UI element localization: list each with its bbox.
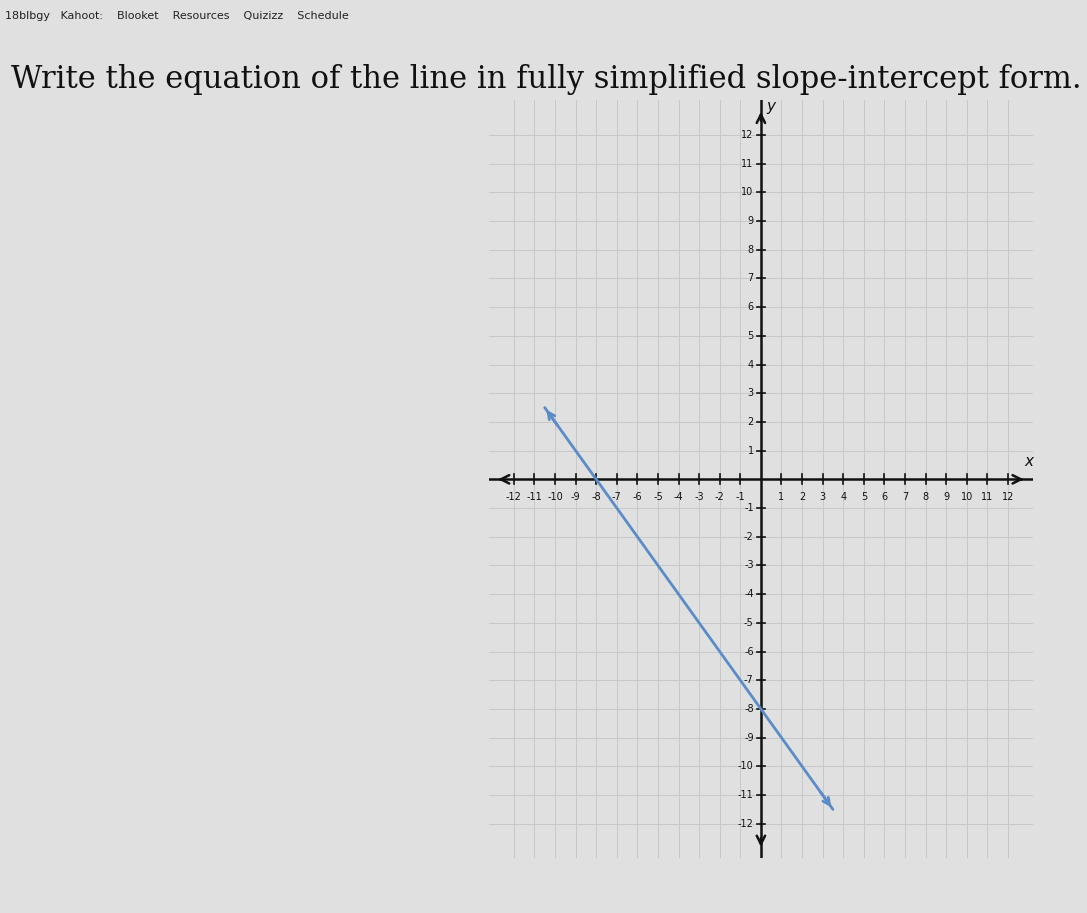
Text: Write the equation of the line in fully simplified slope-intercept form.: Write the equation of the line in fully … [11,64,1082,95]
Text: -6: -6 [745,646,753,656]
Text: -8: -8 [745,704,753,714]
Text: -7: -7 [744,676,753,686]
Text: -11: -11 [526,492,542,502]
Text: 5: 5 [748,331,753,341]
Text: -5: -5 [744,618,753,628]
Text: 18blbgy   Kahoot:    Blooket    Resources    Quizizz    Schedule: 18blbgy Kahoot: Blooket Resources Quiziz… [5,11,349,21]
Text: -9: -9 [571,492,580,502]
Text: 6: 6 [748,302,753,312]
Text: 8: 8 [923,492,928,502]
Text: x: x [1024,455,1033,469]
Text: 8: 8 [748,245,753,255]
Text: -3: -3 [745,561,753,571]
Text: 6: 6 [882,492,887,502]
Text: -12: -12 [738,819,753,829]
Text: -3: -3 [695,492,704,502]
Text: 7: 7 [902,492,908,502]
Text: -10: -10 [547,492,563,502]
Text: -2: -2 [715,492,725,502]
Text: 3: 3 [748,388,753,398]
Text: -9: -9 [745,732,753,742]
Text: 12: 12 [1002,492,1014,502]
Text: -10: -10 [738,761,753,771]
Text: -1: -1 [745,503,753,513]
Text: 11: 11 [741,159,753,169]
Text: -8: -8 [591,492,601,502]
Text: 4: 4 [840,492,847,502]
Text: 4: 4 [748,360,753,370]
Text: 1: 1 [778,492,785,502]
Text: -4: -4 [745,589,753,599]
Text: 9: 9 [944,492,949,502]
Text: -11: -11 [738,790,753,800]
Text: -5: -5 [653,492,663,502]
Text: -2: -2 [744,531,753,541]
Text: y: y [766,99,775,114]
Text: -12: -12 [505,492,522,502]
Text: 12: 12 [741,130,753,140]
Text: 3: 3 [820,492,826,502]
Text: -4: -4 [674,492,684,502]
Text: 5: 5 [861,492,867,502]
Text: 10: 10 [961,492,973,502]
Text: 1: 1 [748,446,753,456]
Text: -6: -6 [633,492,642,502]
Text: 11: 11 [982,492,994,502]
Text: 10: 10 [741,187,753,197]
Text: 9: 9 [748,216,753,226]
Text: -7: -7 [612,492,622,502]
Text: 2: 2 [748,417,753,427]
Text: 7: 7 [748,273,753,283]
Text: 2: 2 [799,492,805,502]
Text: -1: -1 [736,492,745,502]
